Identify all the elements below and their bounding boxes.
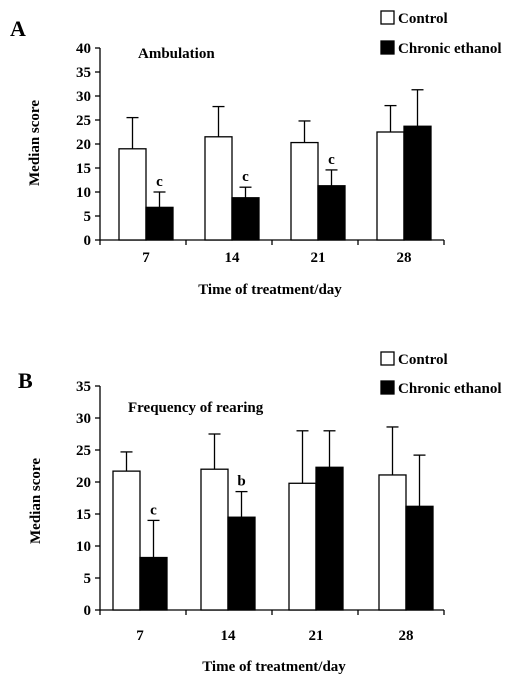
y-tick-label: 35 bbox=[76, 379, 91, 395]
bar-control bbox=[112, 470, 141, 611]
bar-chronic-ethanol bbox=[227, 516, 256, 611]
x-tick-label: 14 bbox=[225, 250, 241, 266]
bar-control bbox=[204, 136, 233, 241]
legend-swatch-control bbox=[380, 10, 395, 25]
bar-chronic-ethanol bbox=[145, 206, 174, 241]
x-tick-label: 28 bbox=[399, 628, 414, 644]
legend: Control Chronic ethanol bbox=[380, 351, 501, 397]
legend-swatch-control bbox=[380, 351, 395, 366]
panel-b: B Frequency of rearing Median score Time… bbox=[18, 351, 501, 675]
y-tick-label: 40 bbox=[76, 41, 91, 57]
bar-chronic-ethanol bbox=[403, 125, 432, 241]
significance-label: c bbox=[242, 169, 249, 185]
bar-chronic-ethanol bbox=[405, 505, 434, 611]
x-axis-title: Time of treatment/day bbox=[198, 282, 342, 298]
y-tick-label: 20 bbox=[76, 137, 91, 153]
y-tick-label: 30 bbox=[76, 89, 91, 105]
panel-label: B bbox=[18, 368, 33, 393]
x-tick-label: 7 bbox=[136, 628, 144, 644]
chart-title: Ambulation bbox=[138, 46, 215, 62]
legend-label-chronic-ethanol: Chronic ethanol bbox=[398, 381, 501, 397]
bar-chronic-ethanol bbox=[317, 185, 346, 241]
y-tick-label: 10 bbox=[76, 539, 91, 555]
bar-control bbox=[200, 468, 229, 611]
y-tick-label: 35 bbox=[76, 65, 91, 81]
y-tick-label: 15 bbox=[76, 507, 91, 523]
y-axis-title: Median score bbox=[27, 100, 43, 186]
panel-a: A Ambulation Median score Time of treatm… bbox=[10, 10, 501, 298]
y-tick-label: 25 bbox=[76, 113, 91, 129]
y-tick-label: 30 bbox=[76, 411, 91, 427]
y-axis-title: Median score bbox=[28, 458, 44, 544]
y-tick-label: 0 bbox=[84, 603, 92, 619]
y-tick-label: 15 bbox=[76, 161, 91, 177]
bar-control bbox=[288, 482, 317, 611]
y-tick-label: 5 bbox=[84, 209, 92, 225]
x-tick-label: 28 bbox=[397, 250, 412, 266]
bar-chronic-ethanol bbox=[231, 197, 260, 241]
x-tick-label: 7 bbox=[142, 250, 150, 266]
y-tick-label: 0 bbox=[84, 233, 92, 249]
bar-control bbox=[290, 141, 319, 241]
x-tick-label: 14 bbox=[221, 628, 237, 644]
plot-area: 0 5 10 15 20 25 30 35 7 14 21 28 c b bbox=[76, 379, 445, 644]
legend-swatch-chronic-ethanol bbox=[380, 40, 395, 55]
legend-label-control: Control bbox=[398, 11, 448, 27]
bar-chronic-ethanol bbox=[315, 466, 344, 611]
bar-chronic-ethanol bbox=[139, 556, 168, 611]
bar-control bbox=[378, 474, 407, 611]
legend-label-chronic-ethanol: Chronic ethanol bbox=[398, 41, 501, 57]
legend-label-control: Control bbox=[398, 352, 448, 368]
x-axis-title: Time of treatment/day bbox=[202, 659, 346, 675]
legend: Control Chronic ethanol bbox=[380, 10, 501, 57]
y-tick-label: 10 bbox=[76, 185, 91, 201]
significance-label: c bbox=[150, 502, 157, 518]
bar-control bbox=[376, 131, 405, 241]
x-tick-label: 21 bbox=[311, 250, 326, 266]
significance-label: b bbox=[237, 474, 245, 490]
y-tick-label: 5 bbox=[84, 571, 92, 587]
y-tick-label: 25 bbox=[76, 443, 91, 459]
bar-control bbox=[118, 148, 147, 241]
chart-title: Frequency of rearing bbox=[128, 400, 264, 416]
y-tick-label: 20 bbox=[76, 475, 91, 491]
x-tick-label: 21 bbox=[309, 628, 324, 644]
legend-swatch-chronic-ethanol bbox=[380, 380, 395, 395]
significance-label: c bbox=[156, 174, 163, 190]
plot-area: 0 5 10 15 20 25 30 35 40 7 14 21 28 c c c bbox=[76, 41, 445, 266]
panel-label: A bbox=[10, 16, 26, 41]
significance-label: c bbox=[328, 152, 335, 168]
